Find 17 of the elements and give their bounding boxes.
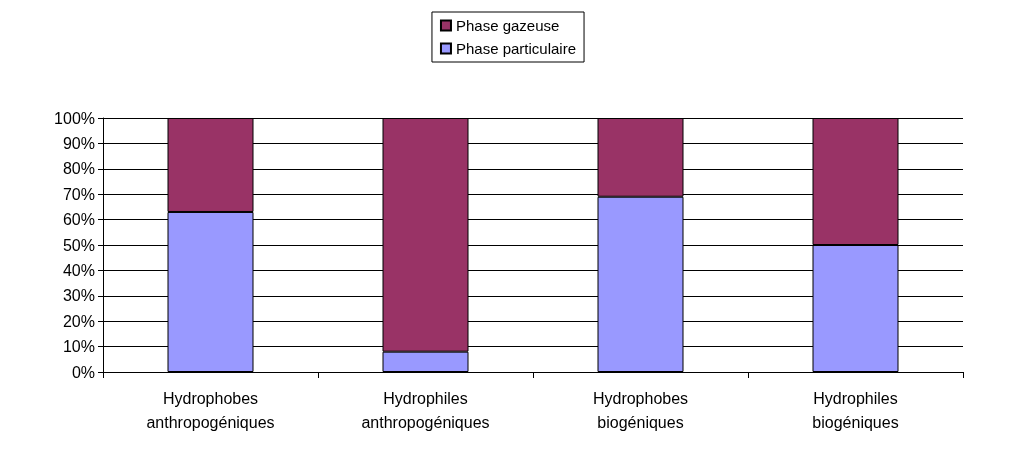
- y-tick-label: 90%: [62, 134, 95, 152]
- y-tick-label: 80%: [62, 160, 95, 178]
- y-tick-label: 20%: [62, 312, 95, 330]
- legend-label: Phase particulaire: [455, 40, 577, 57]
- y-tick-label: 70%: [62, 185, 95, 203]
- y-tick-label: 0%: [71, 363, 95, 381]
- y-tick-label: 50%: [62, 236, 95, 254]
- y-tick-label: 40%: [62, 261, 95, 279]
- y-tick-label: 10%: [62, 338, 95, 356]
- y-tick-label: 60%: [62, 211, 95, 229]
- x-tick-label: Hydrophobes biogéniques: [592, 389, 689, 431]
- x-tick-label: Hydrophiles anthropogéniques: [361, 389, 490, 431]
- y-tick-label: 100%: [54, 109, 95, 127]
- legend-label: Phase gazeuse: [455, 17, 560, 34]
- x-tick-label: Hydrophobes anthropogéniques: [146, 389, 275, 431]
- x-tick-label: Hydrophiles biogéniques: [812, 389, 899, 431]
- y-tick-label: 30%: [62, 287, 95, 305]
